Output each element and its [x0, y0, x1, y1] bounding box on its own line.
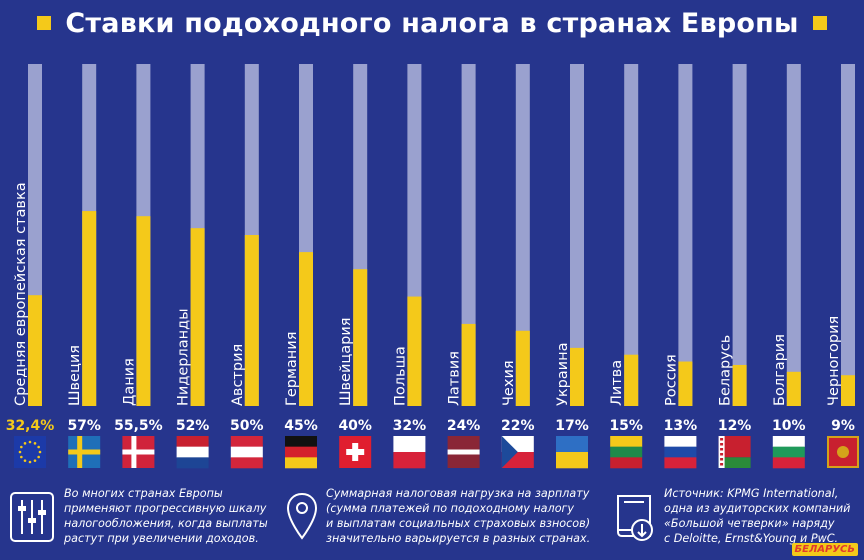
- czech-flag-icon: [501, 436, 534, 468]
- note-line: Источник: KPMG International,: [664, 487, 839, 500]
- netherlands-flag-icon: [176, 436, 209, 469]
- bulgaria-flag-icon: [772, 436, 805, 469]
- bar: [515, 330, 530, 406]
- sliders-icon: [10, 492, 54, 542]
- title-bar: Ставки подоходного налога в странах Евро…: [0, 6, 864, 40]
- note-progressive: Во многих странах Европы применяют прогр…: [64, 486, 268, 546]
- value-label: 12%: [718, 418, 752, 434]
- value-label: 24%: [447, 418, 481, 434]
- bar: [82, 211, 97, 406]
- bar-track: [624, 64, 639, 406]
- value-label: 45%: [284, 418, 318, 434]
- bar: [244, 235, 259, 406]
- note-line: и выплатам социальных страховых взносов): [326, 517, 591, 530]
- value-label: 22%: [501, 418, 535, 434]
- value-label: 15%: [609, 418, 643, 434]
- title-square-left: [37, 16, 52, 30]
- note-line: налогообложения, когда выплаты: [64, 517, 268, 530]
- category-label: Литва: [609, 360, 625, 406]
- category-label: Латвия: [447, 351, 463, 406]
- bar: [786, 371, 801, 406]
- bar: [570, 347, 584, 406]
- bar-chart: Средняя европейская ставка 32,4% Швеция 57%…: [6, 64, 859, 469]
- bar: [841, 375, 855, 406]
- bar-track: [786, 64, 801, 406]
- value-label: 55,5%: [114, 418, 163, 434]
- latvia-flag-icon: [447, 436, 480, 468]
- ukraine-flag-icon: [556, 436, 588, 469]
- publisher-logo: БЕЛАРУСЬ: [791, 543, 858, 556]
- bar: [299, 252, 313, 406]
- bar: [407, 296, 422, 406]
- bar: [461, 323, 476, 406]
- bar: [136, 216, 151, 406]
- value-label: 32%: [393, 418, 427, 434]
- note-line: Суммарная налоговая нагрузка на зарплату: [326, 487, 590, 500]
- bar-track: [841, 64, 855, 406]
- value-label: 40%: [338, 418, 372, 434]
- bar: [28, 295, 42, 406]
- bar: [624, 354, 639, 406]
- category-label: Швейцария: [338, 317, 354, 406]
- category-label: Беларусь: [718, 335, 734, 406]
- location-pin-icon: [286, 492, 318, 540]
- lithuania-flag-icon: [610, 436, 643, 469]
- denmark-flag-icon: [122, 436, 155, 468]
- book-download-icon: [617, 495, 653, 541]
- bar: [678, 361, 693, 406]
- belarus-flag-icon: [718, 436, 751, 468]
- sweden-flag-icon: [68, 436, 101, 468]
- value-label: 32,4%: [6, 418, 55, 434]
- note-line: (сумма платежей по подоходному налогу: [326, 502, 575, 515]
- note-line: с Deloitte, Ernst&Young и PwC.: [664, 532, 839, 545]
- poland-flag-icon: [393, 436, 426, 469]
- value-label: 57%: [67, 418, 101, 434]
- category-label: Болгария: [772, 334, 788, 406]
- value-label: 50%: [230, 418, 264, 434]
- category-label: Польша: [392, 346, 408, 406]
- category-label: Черногория: [826, 316, 842, 406]
- bar: [190, 228, 205, 406]
- category-label: Средняя европейская ставка: [13, 182, 29, 406]
- category-label: Чехия: [501, 360, 517, 406]
- note-line: значительно варьируется в разных странах…: [326, 532, 591, 545]
- bar-track: [678, 64, 693, 406]
- note-source: Источник: KPMG International, одна из ау…: [664, 486, 850, 546]
- eu-flag-icon: [14, 436, 46, 468]
- category-label: Дания: [121, 358, 137, 406]
- bar-track: [570, 64, 584, 406]
- austria-flag-icon: [230, 436, 263, 469]
- category-label: Украина: [555, 343, 571, 406]
- value-label: 17%: [555, 418, 589, 434]
- switzerland-flag-icon: [339, 436, 372, 468]
- montenegro-flag-icon: [827, 436, 859, 468]
- note-line: одна из аудиторских компаний: [664, 502, 851, 515]
- russia-flag-icon: [664, 436, 697, 469]
- note-line: растут при увеличении доходов.: [64, 532, 259, 545]
- note-line: Во многих странах Европы: [64, 487, 223, 500]
- category-label: Швеция: [67, 345, 83, 406]
- value-label: 10%: [772, 418, 806, 434]
- chart-title: Ставки подоходного налога в странах Евро…: [65, 7, 799, 39]
- note-line: применяют прогрессивную шкалу: [64, 502, 267, 515]
- value-label: 13%: [664, 418, 698, 434]
- category-label: Нидерланды: [176, 308, 192, 406]
- germany-flag-icon: [285, 436, 317, 469]
- bar-track: [515, 64, 530, 406]
- bar: [353, 269, 368, 406]
- note-line: «Большой четверки» наряду: [664, 517, 835, 530]
- bar-track: [461, 64, 476, 406]
- note-tax-burden: Суммарная налоговая нагрузка на зарплату…: [326, 486, 590, 546]
- category-label: Австрия: [230, 344, 246, 406]
- bar-track: [732, 64, 747, 406]
- value-label: 52%: [176, 418, 210, 434]
- bar: [732, 364, 747, 406]
- title-square-right: [812, 16, 827, 30]
- category-label: Германия: [284, 332, 300, 406]
- value-label: 9%: [831, 418, 855, 434]
- category-label: Россия: [663, 354, 679, 406]
